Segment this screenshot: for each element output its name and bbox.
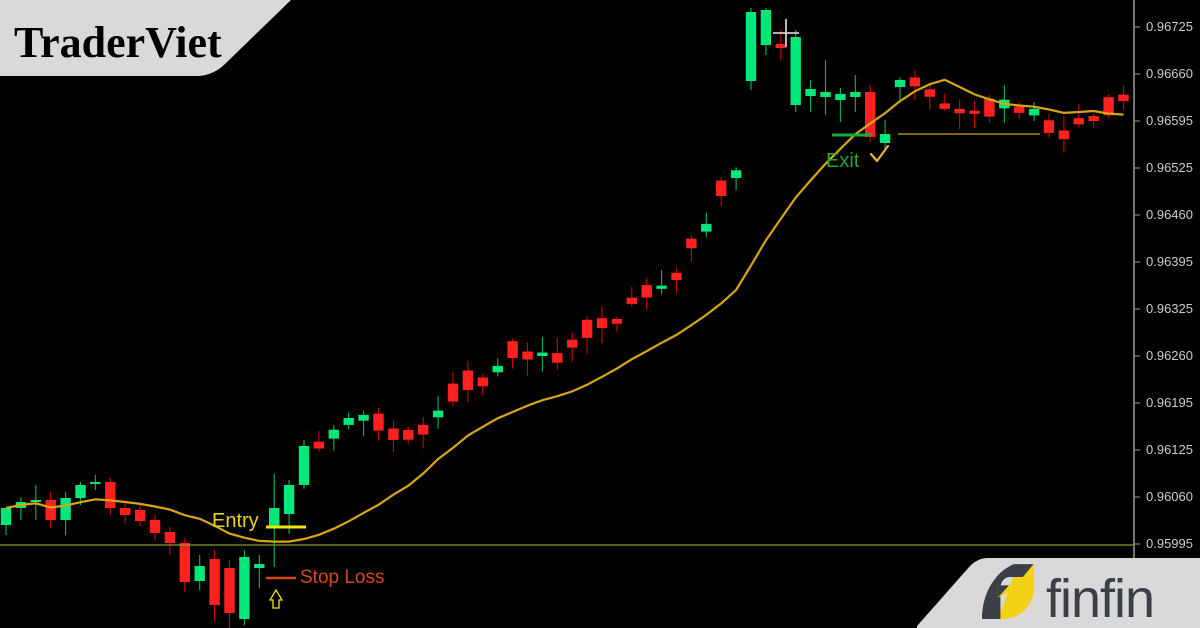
svg-text:0.96260: 0.96260 [1146,348,1193,363]
svg-text:finfin: finfin [1046,569,1154,628]
svg-text:0.96525: 0.96525 [1146,160,1193,175]
svg-text:TraderViet: TraderViet [14,18,222,67]
svg-text:0.96125: 0.96125 [1146,442,1193,457]
svg-text:0.96325: 0.96325 [1146,301,1193,316]
svg-text:0.96725: 0.96725 [1146,19,1193,34]
svg-text:0.95995: 0.95995 [1146,536,1193,551]
svg-text:0.96395: 0.96395 [1146,254,1193,269]
svg-text:0.96060: 0.96060 [1146,489,1193,504]
svg-text:Exit: Exit [826,150,860,172]
svg-text:0.96660: 0.96660 [1146,66,1193,81]
svg-text:0.96595: 0.96595 [1146,113,1193,128]
svg-text:0.96195: 0.96195 [1146,395,1193,410]
svg-text:0.96460: 0.96460 [1146,207,1193,222]
svg-text:Stop Loss: Stop Loss [300,567,385,588]
svg-text:Entry: Entry [212,510,259,532]
